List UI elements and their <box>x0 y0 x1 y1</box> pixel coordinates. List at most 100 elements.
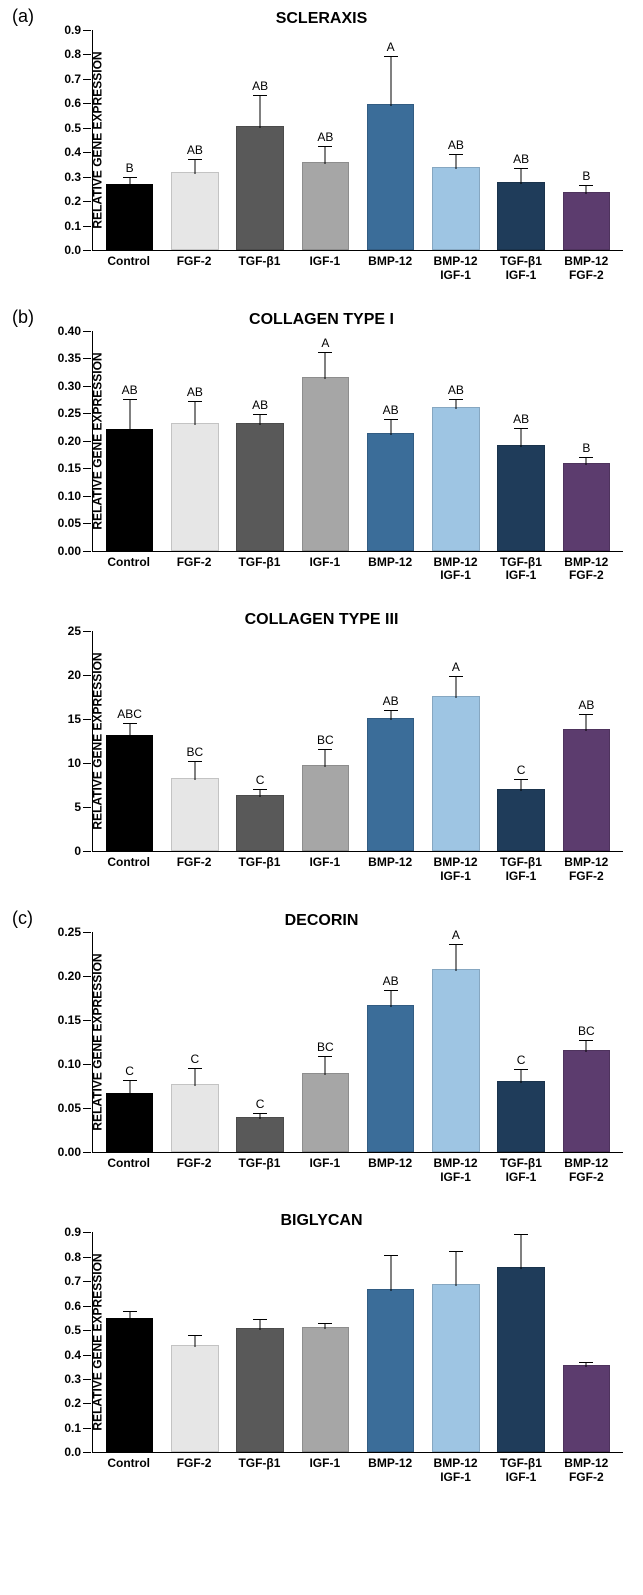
bar <box>106 429 154 551</box>
x-label: BMP-12 <box>358 1157 423 1185</box>
significance-label: B <box>582 169 590 183</box>
bar-slot: C <box>228 932 293 1152</box>
figure-root: (a)SCLERAXISRELATIVE GENE EXPRESSION0.00… <box>10 10 633 1485</box>
x-label-line1: Control <box>96 856 161 870</box>
bar <box>497 182 545 250</box>
significance-label: C <box>256 1097 265 1111</box>
x-label: TGF-β1 <box>227 856 292 884</box>
error-cap <box>253 1319 267 1320</box>
chart-block: COLLAGEN TYPE IIIRELATIVE GENE EXPRESSIO… <box>10 611 633 884</box>
bar <box>432 696 480 851</box>
error-bar <box>260 96 261 128</box>
error-bar <box>455 1252 456 1286</box>
x-label-line1: BMP-12 <box>554 1457 619 1471</box>
error-cap <box>449 399 463 400</box>
y-tick-label: 0.6 <box>64 1299 93 1313</box>
x-label: Control <box>96 255 161 283</box>
significance-label: B <box>582 441 590 455</box>
x-label: FGF-2 <box>161 1157 226 1185</box>
x-label: BMP-12FGF-2 <box>554 255 619 283</box>
x-label-line1: Control <box>96 1157 161 1171</box>
y-tick-label: 0.2 <box>64 1396 93 1410</box>
x-labels-row: ControlFGF-2TGF-β1IGF-1BMP-12BMP-12IGF-1… <box>92 1153 623 1185</box>
x-label-line2: FGF-2 <box>554 870 619 884</box>
bar-slot <box>358 1232 423 1452</box>
y-tick-label: 20 <box>68 668 93 682</box>
chart-title: DECORIN <box>10 912 633 930</box>
y-tick-label: 25 <box>68 624 93 638</box>
bar-slot: C <box>97 932 162 1152</box>
significance-label: A <box>452 660 460 674</box>
x-label: TGF-β1 <box>227 1157 292 1185</box>
bar <box>302 1073 350 1152</box>
x-label-line1: BMP-12 <box>423 1157 488 1171</box>
x-label-line1: TGF-β1 <box>227 1157 292 1171</box>
x-label-line1: TGF-β1 <box>488 856 553 870</box>
chart-block: (a)SCLERAXISRELATIVE GENE EXPRESSION0.00… <box>10 10 633 283</box>
y-tick-label: 0.2 <box>64 194 93 208</box>
y-tick-label: 15 <box>68 712 93 726</box>
plot-area: RELATIVE GENE EXPRESSION0.00.10.20.30.40… <box>92 30 623 251</box>
significance-label: AB <box>578 698 594 712</box>
bar <box>497 1081 545 1152</box>
bar <box>171 1084 219 1152</box>
error-bar <box>521 1070 522 1083</box>
significance-label: ABC <box>117 707 142 721</box>
bar-slot: A <box>423 631 488 851</box>
x-label-line1: BMP-12 <box>423 556 488 570</box>
x-label-line2: FGF-2 <box>554 1471 619 1485</box>
bar <box>367 433 415 551</box>
bar-slot: AB <box>489 30 554 250</box>
y-tick-label: 0.3 <box>64 170 93 184</box>
bar <box>236 1117 284 1152</box>
significance-label: AB <box>383 974 399 988</box>
error-cap <box>514 779 528 780</box>
significance-label: BC <box>187 745 204 759</box>
chart-title: SCLERAXIS <box>10 10 633 28</box>
x-label-line1: BMP-12 <box>358 255 423 269</box>
y-tick-label: 0.4 <box>64 1348 93 1362</box>
bar-slot: AB <box>489 331 554 551</box>
significance-label: AB <box>448 138 464 152</box>
bar <box>497 445 545 550</box>
bar-slot <box>423 1232 488 1452</box>
x-label: TGF-β1IGF-1 <box>488 1457 553 1485</box>
bar <box>106 735 154 851</box>
y-tick-label: 0.3 <box>64 1372 93 1386</box>
x-label-line1: BMP-12 <box>554 556 619 570</box>
bar <box>367 718 415 851</box>
x-label: BMP-12IGF-1 <box>423 856 488 884</box>
error-bar <box>129 1081 130 1096</box>
bar-slot: AB <box>293 30 358 250</box>
error-bar <box>390 711 391 720</box>
error-cap <box>384 56 398 57</box>
x-label: FGF-2 <box>161 856 226 884</box>
bar <box>563 1365 611 1453</box>
bar-slot: AB <box>97 331 162 551</box>
y-tick-label: 0.15 <box>58 1013 93 1027</box>
x-label-line1: FGF-2 <box>161 856 226 870</box>
error-cap <box>579 1362 593 1363</box>
error-bar <box>129 1312 130 1321</box>
error-cap <box>514 1234 528 1235</box>
error-cap <box>318 352 332 353</box>
x-label: Control <box>96 856 161 884</box>
x-label: BMP-12 <box>358 255 423 283</box>
error-bar <box>586 715 587 731</box>
y-tick-label: 0.40 <box>58 324 93 338</box>
chart-title: COLLAGEN TYPE III <box>10 611 633 629</box>
error-bar <box>325 1057 326 1075</box>
x-label-line1: IGF-1 <box>292 255 357 269</box>
error-bar <box>194 160 195 175</box>
error-cap <box>123 1080 137 1081</box>
bar-slot: C <box>162 932 227 1152</box>
chart-block: BIGLYCANRELATIVE GENE EXPRESSION0.00.10.… <box>10 1212 633 1485</box>
error-bar <box>586 186 587 193</box>
error-cap <box>384 990 398 991</box>
y-tick-label: 0.5 <box>64 1323 93 1337</box>
error-cap <box>123 723 137 724</box>
bar-slot: A <box>293 331 358 551</box>
significance-label: C <box>256 773 265 787</box>
y-tick-label: 0.35 <box>58 351 93 365</box>
x-label: Control <box>96 556 161 584</box>
